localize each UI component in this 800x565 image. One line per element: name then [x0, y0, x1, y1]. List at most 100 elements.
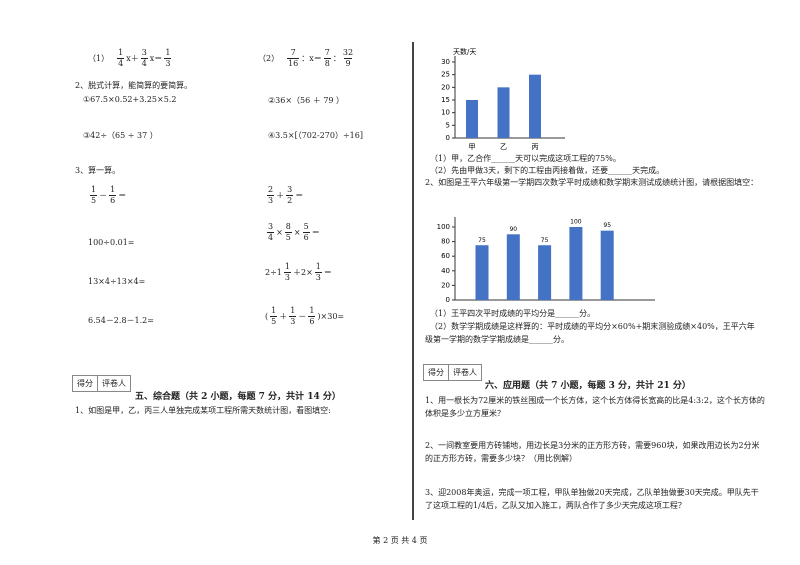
expression: 1 5 － 1 6 ＝	[88, 185, 126, 206]
expr-text: x＝	[149, 54, 163, 63]
question: （1）甲，乙合作______天可以完成这项工程的75%。	[430, 154, 621, 163]
denominator: 2	[286, 195, 294, 205]
bar	[529, 74, 541, 138]
calc-item: ①67.5×0.52+3.25×5.2	[83, 95, 177, 104]
expr-text: 6.54－2.8－1.2=	[88, 316, 154, 325]
denominator: 6	[302, 232, 310, 242]
bar	[466, 100, 478, 138]
denominator: 8	[323, 58, 331, 68]
denominator: 3	[164, 58, 172, 68]
expr-text: 100÷0.01=	[88, 238, 135, 247]
numerator: 1	[309, 306, 315, 315]
numerator: 7	[324, 48, 330, 57]
q3-title: 3、算一算。	[75, 166, 121, 175]
x-tick-label: 甲	[469, 143, 476, 151]
numerator: 1	[284, 262, 290, 271]
calc-item: ②36×（56 ＋ 79 ）	[268, 96, 345, 105]
chart: 天数/天 0 5 10 15 20 25 30 甲 乙 丙	[441, 47, 565, 151]
question: 2、如图是王平六年级第一学期四次数学平时成绩和数学期末测试成绩统计图，请根据图填…	[425, 178, 759, 187]
denominator: 3	[283, 272, 291, 282]
denominator: 3	[314, 272, 322, 282]
bar	[506, 234, 520, 300]
bar	[497, 87, 510, 138]
expression: （2） 7 16 ：x＝ 7 8： 32 9	[258, 48, 355, 69]
numerator: 1	[165, 48, 171, 57]
expression: 3 4 × 8 5 × 5 6 ＝	[265, 222, 320, 243]
numerator: 5	[303, 222, 309, 231]
y-tick-label: 80	[441, 238, 450, 246]
y-tick-label: 40	[441, 267, 450, 275]
chart: 0 20 40 60 80 100 75 90 75 100 95	[437, 217, 655, 304]
calc-item: ④3.5×[（702-270）÷16]	[268, 131, 363, 140]
expr-text: 2÷1	[265, 268, 282, 277]
expression: 2 3 ＋ 3 2 ＝	[265, 185, 303, 206]
expr-text: ＋	[279, 312, 288, 321]
numerator: 7	[290, 48, 296, 57]
denominator: 3	[267, 195, 275, 205]
item-label: （1）	[88, 54, 110, 63]
expr-text: x＋	[126, 54, 139, 63]
grader-label: 评卷人	[102, 379, 126, 388]
numerator: 32	[342, 48, 354, 57]
score-box: 得分 评卷人	[423, 364, 482, 381]
expr-text: ：	[332, 54, 341, 63]
expr-text: ＝	[295, 191, 304, 200]
x-tick-label: 丙	[532, 143, 539, 151]
fraction: 7 16	[287, 48, 300, 69]
expr-text: ：x＝	[301, 54, 322, 63]
denominator: 16	[287, 58, 300, 68]
value-label: 75	[541, 237, 549, 244]
expr-text: ＋	[276, 191, 285, 200]
expression: 2÷1 1 3 ＋2× 1 3 ＝	[265, 262, 332, 283]
page-footer: 第 2 页 共 4 页	[372, 536, 428, 545]
denominator: 5	[284, 232, 292, 242]
expression: (1 5 ＋ 1 3 － 1 6)×30=	[265, 306, 344, 327]
denominator: 5	[270, 316, 278, 326]
question: （2）先由甲做3天，剩下的工程由丙接着做，还要______天完成。	[430, 166, 665, 175]
fraction: 32 9	[343, 48, 353, 69]
y-tick-label: 0	[446, 296, 450, 304]
numerator: 1	[315, 262, 321, 271]
value-label: 90	[509, 226, 517, 233]
calc-item: ③42÷（65 ÷ 37 ）	[83, 131, 158, 140]
bar	[600, 230, 614, 300]
score-label: 得分	[424, 365, 449, 380]
y-tick-label: 15	[441, 96, 450, 104]
expr-text: ＋2×	[292, 268, 313, 277]
y-tick-label: 30	[441, 58, 450, 66]
expr-text: ＝	[118, 191, 127, 200]
question: （1）王平四次平时成绩的平均分是______分。	[430, 309, 596, 318]
expr-text: －	[99, 191, 108, 200]
score-label: 得分	[73, 376, 98, 391]
y-tick-label: 10	[441, 109, 450, 117]
numerator: 1	[118, 48, 124, 57]
denominator: 6	[109, 195, 117, 205]
numerator: 1	[271, 306, 277, 315]
denominator: 4	[117, 58, 125, 68]
expr-text: －	[298, 312, 307, 321]
denominator: 5	[90, 195, 98, 205]
section-title: 六、应用题（共 7 小题，每题 3 分，共计 21 分）	[485, 381, 691, 391]
bar	[569, 227, 583, 300]
question: 2、一间教室要用方砖铺地，用边长是3分米的正方形方砖，需要960块，如果改用边长…	[425, 441, 760, 463]
expression: 100÷0.01=	[88, 238, 135, 247]
numerator: 1	[91, 185, 97, 194]
numerator: 1	[110, 185, 116, 194]
numerator: 1	[290, 306, 296, 315]
y-tick-label: 20	[441, 83, 450, 91]
y-tick-label: 20	[441, 281, 450, 289]
question: 1、如图是甲，乙，丙三人单独完成某项工程所需天数统计图，看图填空:	[75, 406, 331, 415]
value-label: 95	[603, 222, 611, 229]
